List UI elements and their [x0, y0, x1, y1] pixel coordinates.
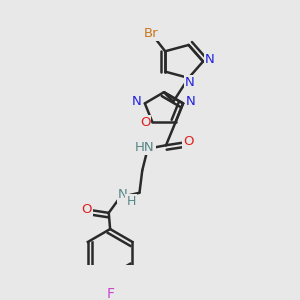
- Text: O: O: [140, 116, 150, 129]
- Text: O: O: [183, 135, 194, 148]
- Text: H: H: [126, 195, 136, 208]
- Text: N: N: [132, 95, 142, 109]
- Text: F: F: [106, 286, 114, 300]
- Text: HN: HN: [135, 141, 155, 154]
- Text: N: N: [118, 188, 128, 202]
- Text: Br: Br: [144, 27, 158, 40]
- Text: N: N: [185, 76, 195, 89]
- Text: O: O: [81, 203, 92, 216]
- Text: N: N: [186, 95, 196, 109]
- Text: N: N: [205, 53, 215, 66]
